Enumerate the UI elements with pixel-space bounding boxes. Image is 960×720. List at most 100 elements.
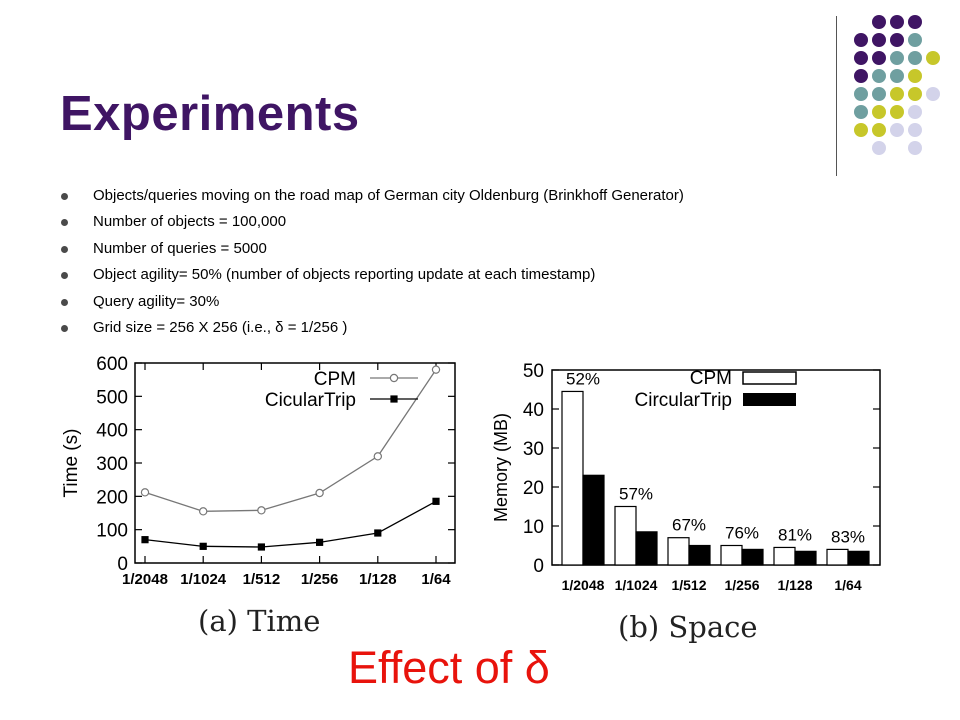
y-tick-label: 600 (96, 354, 128, 375)
bullet-list: Objects/queries moving on the road map o… (60, 183, 684, 341)
list-item: Objects/queries moving on the road map o… (60, 183, 684, 209)
decorative-dot (890, 33, 904, 47)
y-tick-label: 0 (117, 554, 128, 575)
data-point (432, 497, 440, 505)
list-item: Object agility= 50% (number of objects r… (60, 262, 684, 288)
bar-cpm (561, 390, 584, 566)
bullet-icon (61, 245, 68, 253)
legend-label: CPM (314, 369, 356, 390)
decorative-dot (890, 123, 904, 137)
x-tick-label: 1/64 (421, 571, 451, 588)
decorative-dot (854, 69, 868, 83)
decorative-dot (854, 87, 868, 101)
x-tick-label: 1/128 (777, 577, 812, 593)
bar-circulartrip (741, 548, 764, 566)
y-axis-label: Memory (MB) (491, 413, 511, 522)
page-title: Experiments (60, 87, 360, 141)
data-point (373, 452, 382, 461)
decorative-dot (890, 15, 904, 29)
decorative-dot (872, 123, 886, 137)
list-item: Query agility= 30% (60, 289, 684, 315)
legend-label: CircularTrip (635, 390, 732, 411)
data-point (199, 542, 207, 550)
x-tick-label: 1/2048 (122, 571, 168, 588)
x-tick-label: 1/512 (243, 571, 281, 588)
decorative-dot (908, 51, 922, 65)
y-tick-label: 10 (523, 517, 544, 538)
y-tick-label: 20 (523, 478, 544, 499)
decorative-dot (908, 69, 922, 83)
bullet-icon (61, 272, 68, 280)
decorative-dot (872, 15, 886, 29)
bar-circulartrip (794, 550, 817, 566)
y-tick-label: 100 (96, 521, 128, 542)
x-tick-label: 1/64 (834, 577, 861, 593)
decorative-dot (872, 33, 886, 47)
bar-cpm (773, 546, 796, 566)
bullet-icon (61, 219, 68, 227)
data-point (315, 488, 324, 498)
bullet-icon (61, 324, 68, 332)
chart-caption-time: (a) Time (198, 604, 321, 638)
decorative-dot (926, 87, 940, 101)
decorative-dot (890, 51, 904, 65)
y-tick-label: 0 (533, 556, 544, 577)
bar-circulartrip (688, 544, 711, 566)
plot-frame (134, 362, 456, 564)
decorative-dot (926, 51, 940, 65)
decorative-dot (854, 51, 868, 65)
bar-cpm (667, 537, 690, 566)
list-item: Number of objects = 100,000 (60, 209, 684, 235)
decorative-dot (854, 105, 868, 119)
x-tick-label: 1/256 (724, 577, 759, 593)
x-tick-label: 1/2048 (562, 577, 605, 593)
legend-marker (389, 373, 399, 383)
legend-label: CPM (690, 368, 732, 389)
bar-cpm (826, 548, 849, 566)
decorative-dot-grid (854, 15, 940, 155)
bar-cpm (720, 544, 743, 566)
series-line-ciculartrip (144, 500, 437, 548)
bullet-icon (61, 193, 68, 200)
bar-cpm (614, 505, 637, 566)
x-tick-label: 1/1024 (615, 577, 658, 593)
data-point (141, 536, 149, 544)
data-label: 67% (672, 516, 706, 535)
bar-circulartrip (847, 550, 870, 566)
data-label: 76% (725, 524, 759, 543)
decorative-dot (872, 69, 886, 83)
decorative-dot (890, 105, 904, 119)
x-tick-label: 1/1024 (180, 571, 227, 588)
decorative-dot (872, 105, 886, 119)
list-item: Grid size = 256 X 256 (i.e., δ = 1/256 ) (60, 315, 684, 341)
data-point (374, 529, 382, 537)
decorative-dot (872, 141, 886, 155)
decorative-dot (908, 33, 922, 47)
legend-swatch (742, 371, 797, 385)
data-label: 83% (831, 527, 865, 546)
y-tick-label: 50 (523, 361, 544, 382)
decorative-dot (890, 69, 904, 83)
decorative-dot (908, 15, 922, 29)
decorative-dot (854, 123, 868, 137)
legend-marker (390, 395, 398, 403)
y-tick-label: 500 (96, 387, 128, 408)
list-item: Number of queries = 5000 (60, 236, 684, 262)
data-point (257, 506, 266, 515)
data-point (316, 538, 324, 546)
bar-circulartrip (582, 474, 605, 566)
data-label: 57% (619, 485, 653, 504)
y-tick-label: 400 (96, 421, 128, 442)
data-point (198, 507, 208, 516)
data-label: 52% (566, 369, 600, 388)
decorative-divider (836, 16, 837, 176)
series-line-cpm (144, 369, 437, 512)
data-label: 81% (778, 525, 812, 544)
decorative-dot (908, 105, 922, 119)
effect-heading: Effect of δ (348, 642, 550, 693)
data-point (257, 543, 265, 551)
plot-frame (551, 369, 881, 566)
decorative-dot (872, 87, 886, 101)
y-tick-label: 40 (523, 400, 544, 421)
bar-circulartrip (635, 531, 658, 566)
